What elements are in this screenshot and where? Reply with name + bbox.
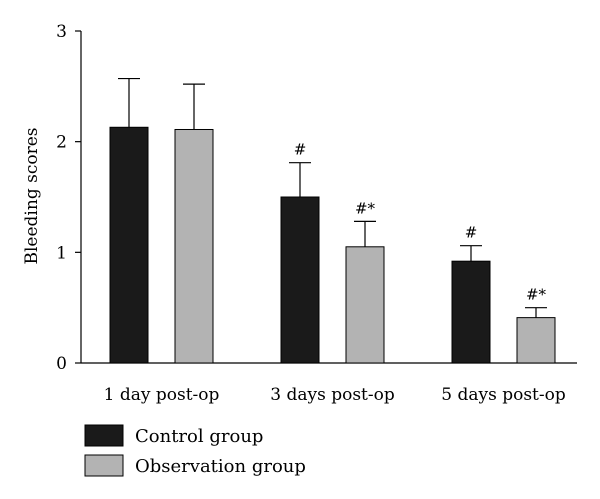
legend-swatch-observation <box>84 454 124 477</box>
x-category-label: 3 days post-op <box>270 385 395 405</box>
significance-marker: #* <box>526 286 547 304</box>
legend-swatch-control <box>84 424 124 447</box>
y-tick-label: 3 <box>56 22 67 42</box>
bar-observation-2 <box>345 246 385 364</box>
bar-observation-1 <box>174 128 214 364</box>
significance-marker: #* <box>355 199 376 217</box>
plot-area: 0 1 2 3 1 day post-op # #* 3 days post-op # #* 5 d… <box>56 22 577 405</box>
bar-observation-3 <box>516 317 556 364</box>
legend-label-observation: Observation group <box>135 456 306 477</box>
y-tick-label: 1 <box>56 243 67 263</box>
bar-control-3 <box>451 260 491 364</box>
legend-label-control: Control group <box>135 426 263 447</box>
y-tick-label: 0 <box>56 354 67 374</box>
legend: Control group Observation group <box>84 424 306 477</box>
y-tick-label: 2 <box>56 133 67 153</box>
x-category-label: 1 day post-op <box>104 385 220 405</box>
significance-marker: # <box>294 141 307 159</box>
bar-control-2 <box>280 196 320 364</box>
significance-marker: # <box>465 224 478 242</box>
bar-control-1 <box>109 126 149 364</box>
y-axis-label: Bleeding scores <box>22 128 42 265</box>
x-category-label: 5 days post-op <box>441 385 566 405</box>
